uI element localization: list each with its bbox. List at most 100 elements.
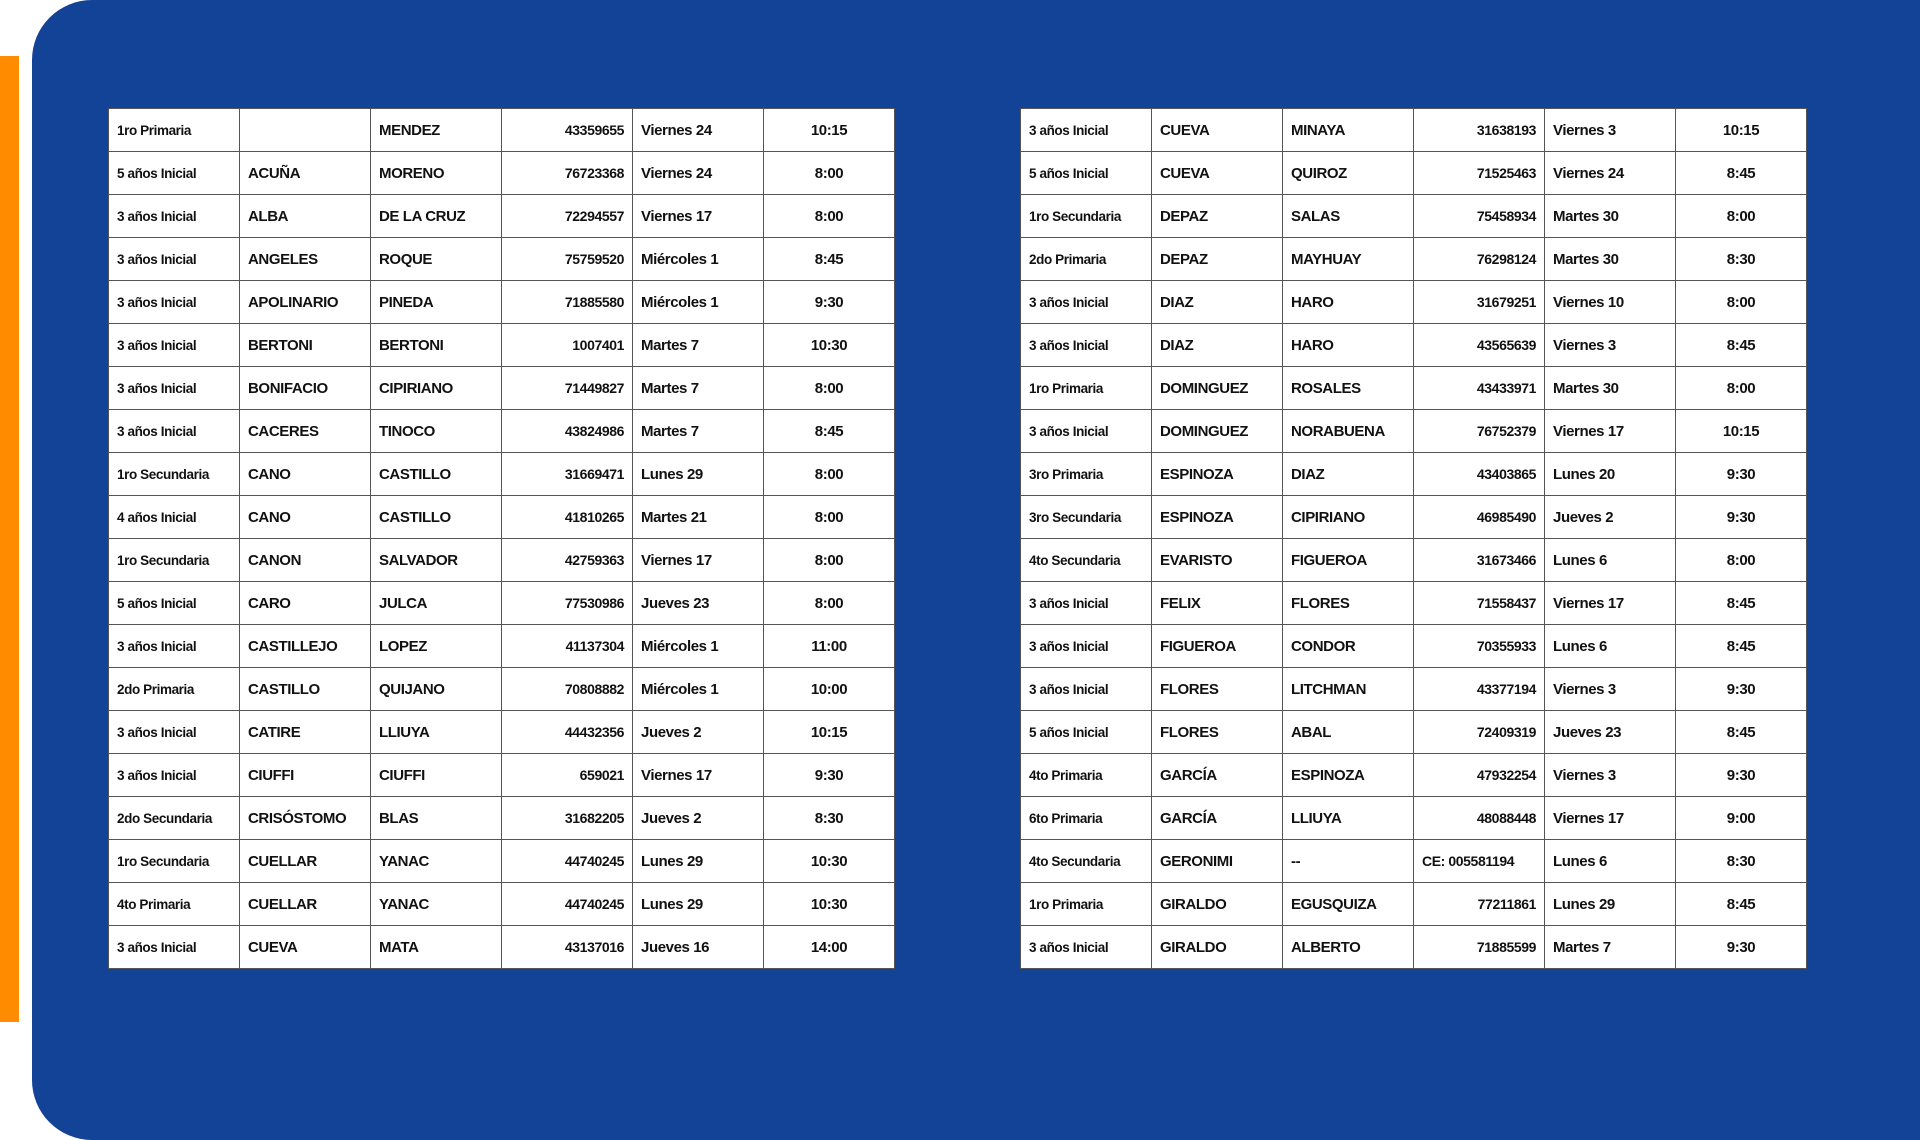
first-surname-cell: FELIX	[1151, 581, 1283, 625]
day-cell: Viernes 3	[1544, 667, 1676, 711]
dni-cell: 46985490	[1413, 495, 1545, 539]
dni-cell: 31682205	[501, 796, 633, 840]
second-surname-cell: MATA	[370, 925, 502, 969]
day-cell: Miércoles 1	[632, 624, 764, 668]
second-surname-cell: DE LA CRUZ	[370, 194, 502, 238]
day-cell: Viernes 3	[1544, 323, 1676, 367]
dni-cell: 44740245	[501, 882, 633, 926]
first-surname-cell: CACERES	[239, 409, 371, 453]
time-cell: 8:45	[763, 409, 895, 453]
day-cell: Lunes 29	[632, 452, 764, 496]
time-cell: 8:00	[1675, 280, 1807, 324]
first-surname-cell: GARCÍA	[1151, 753, 1283, 797]
dni-cell: 77530986	[501, 581, 633, 625]
time-cell: 8:00	[763, 452, 895, 496]
grade-cell: 4to Primaria	[1020, 753, 1152, 797]
table-row: 2do Secundaria CRISÓSTOMO BLAS 31682205 Juev…	[108, 796, 895, 840]
first-surname-cell: CASTILLEJO	[239, 624, 371, 668]
grade-cell: 5 años Inicial	[108, 151, 240, 195]
time-cell: 8:00	[763, 366, 895, 410]
grade-cell: 3 años Inicial	[108, 925, 240, 969]
first-surname-cell: GIRALDO	[1151, 925, 1283, 969]
time-cell: 8:00	[763, 538, 895, 582]
time-cell: 8:45	[1675, 624, 1807, 668]
grade-cell: 1ro Secundaria	[108, 839, 240, 883]
first-surname-cell	[239, 108, 371, 152]
grade-cell: 4to Secundaria	[1020, 839, 1152, 883]
first-surname-cell: FIGUEROA	[1151, 624, 1283, 668]
first-surname-cell: CIUFFI	[239, 753, 371, 797]
day-cell: Lunes 6	[1544, 624, 1676, 668]
table-row: 3 años Inicial DIAZ HARO 31679251 Viernes 10…	[1020, 280, 1807, 324]
first-surname-cell: DOMINGUEZ	[1151, 409, 1283, 453]
table-row: 1ro Primaria MENDEZ 43359655 Viernes 24 10:1…	[108, 108, 895, 152]
grade-cell: 3 años Inicial	[108, 753, 240, 797]
table-row: 3 años Inicial FIGUEROA CONDOR 70355933 Lune…	[1020, 624, 1807, 668]
first-surname-cell: FLORES	[1151, 710, 1283, 754]
day-cell: Viernes 3	[1544, 753, 1676, 797]
first-surname-cell: ANGELES	[239, 237, 371, 281]
table-row: 1ro Secundaria CANON SALVADOR 42759363 Viern…	[108, 538, 895, 582]
table-row: 5 años Inicial ACUÑA MORENO 76723368 Viernes…	[108, 151, 895, 195]
table-row: 3 años Inicial CUEVA MINAYA 31638193 Viernes…	[1020, 108, 1807, 152]
first-surname-cell: GIRALDO	[1151, 882, 1283, 926]
dni-cell: 44740245	[501, 839, 633, 883]
day-cell: Viernes 17	[632, 753, 764, 797]
grade-cell: 3 años Inicial	[108, 366, 240, 410]
first-surname-cell: DEPAZ	[1151, 237, 1283, 281]
day-cell: Jueves 16	[632, 925, 764, 969]
second-surname-cell: SALVADOR	[370, 538, 502, 582]
grade-cell: 5 años Inicial	[108, 581, 240, 625]
dni-cell: 43433971	[1413, 366, 1545, 410]
day-cell: Miércoles 1	[632, 280, 764, 324]
grade-cell: 1ro Secundaria	[108, 538, 240, 582]
dni-cell: 43403865	[1413, 452, 1545, 496]
second-surname-cell: FLORES	[1282, 581, 1414, 625]
dni-cell: 71449827	[501, 366, 633, 410]
time-cell: 9:30	[1675, 452, 1807, 496]
grade-cell: 4to Primaria	[108, 882, 240, 926]
time-cell: 9:30	[1675, 753, 1807, 797]
table-row: 3 años Inicial ALBA DE LA CRUZ 72294557 Vier…	[108, 194, 895, 238]
grade-cell: 2do Primaria	[108, 667, 240, 711]
first-surname-cell: CUEVA	[1151, 151, 1283, 195]
first-surname-cell: DIAZ	[1151, 323, 1283, 367]
day-cell: Viernes 24	[1544, 151, 1676, 195]
grade-cell: 3 años Inicial	[108, 280, 240, 324]
time-cell: 8:45	[1675, 710, 1807, 754]
grade-cell: 3 años Inicial	[1020, 925, 1152, 969]
time-cell: 10:15	[1675, 409, 1807, 453]
time-cell: 9:30	[763, 280, 895, 324]
first-surname-cell: CUELLAR	[239, 839, 371, 883]
first-surname-cell: CANO	[239, 495, 371, 539]
second-surname-cell: BERTONI	[370, 323, 502, 367]
grade-cell: 5 años Inicial	[1020, 151, 1152, 195]
table-row: 4 años Inicial CANO CASTILLO 41810265 Martes…	[108, 495, 895, 539]
time-cell: 8:30	[763, 796, 895, 840]
time-cell: 8:45	[1675, 581, 1807, 625]
time-cell: 8:45	[763, 237, 895, 281]
time-cell: 9:30	[1675, 667, 1807, 711]
second-surname-cell: MENDEZ	[370, 108, 502, 152]
dni-cell: 76298124	[1413, 237, 1545, 281]
grade-cell: 3 años Inicial	[1020, 624, 1152, 668]
dni-cell: 70808882	[501, 667, 633, 711]
grade-cell: 3 años Inicial	[1020, 667, 1152, 711]
grade-cell: 4 años Inicial	[108, 495, 240, 539]
dni-cell: 42759363	[501, 538, 633, 582]
second-surname-cell: LLIUYA	[370, 710, 502, 754]
table-row: 2do Primaria DEPAZ MAYHUAY 76298124 Martes 3…	[1020, 237, 1807, 281]
day-cell: Martes 7	[632, 323, 764, 367]
grade-cell: 5 años Inicial	[1020, 710, 1152, 754]
table-row: 1ro Secundaria DEPAZ SALAS 75458934 Martes 3…	[1020, 194, 1807, 238]
time-cell: 8:45	[1675, 151, 1807, 195]
first-surname-cell: BERTONI	[239, 323, 371, 367]
second-surname-cell: TINOCO	[370, 409, 502, 453]
time-cell: 9:00	[1675, 796, 1807, 840]
grade-cell: 3 años Inicial	[1020, 108, 1152, 152]
grade-cell: 1ro Primaria	[1020, 366, 1152, 410]
second-surname-cell: QUIJANO	[370, 667, 502, 711]
dni-cell: 44432356	[501, 710, 633, 754]
day-cell: Viernes 24	[632, 151, 764, 195]
time-cell: 8:00	[1675, 538, 1807, 582]
